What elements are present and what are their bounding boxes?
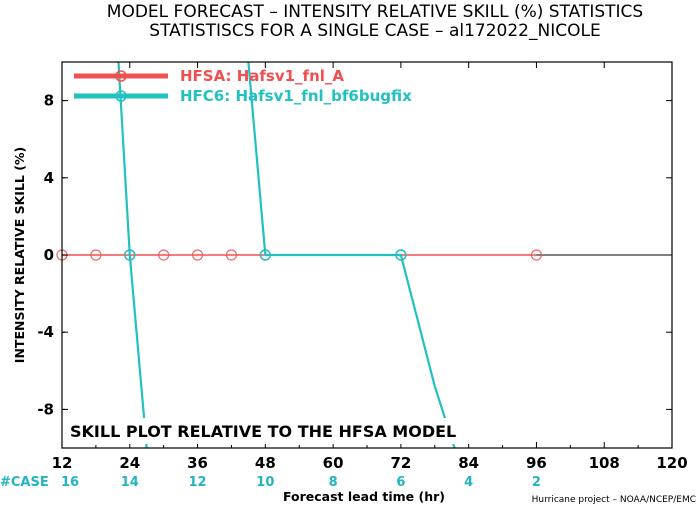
y-tick-label-0: 0 <box>44 246 54 264</box>
x-tick-label-24: 24 <box>119 454 140 472</box>
annotation-background <box>66 418 476 444</box>
marker-hfsa-30 <box>158 249 170 261</box>
x-tick-label-60: 60 <box>323 454 344 472</box>
x-tick-label-84: 84 <box>458 454 479 472</box>
marker-hfsa-36 <box>191 249 204 261</box>
marker-hfc6-24 <box>124 249 136 261</box>
y-tick-label-4: 4 <box>44 169 54 187</box>
series-line-hfc6-segment-1 <box>247 62 267 256</box>
series-line-hfc6-segment-0 <box>117 62 148 448</box>
legend-marker-hfc6 <box>115 90 127 102</box>
marker-hfc6-72 <box>395 249 407 261</box>
x-tick-label-36: 36 <box>187 454 208 472</box>
credit-text: Hurricane project – NOAA/NCEP/EMC <box>532 495 696 505</box>
marker-hfsa-18 <box>90 249 102 261</box>
case-count-48: 10 <box>256 475 274 490</box>
marker-hfc6-48 <box>259 249 272 261</box>
case-count-72: 6 <box>396 475 405 490</box>
x-tick-label-108: 108 <box>589 454 620 472</box>
axes-layer <box>61 61 673 449</box>
y-tick-label--8: -8 <box>37 400 54 418</box>
skill-annotation: SKILL PLOT RELATIVE TO THE HFSA MODEL <box>70 422 456 441</box>
y-tick-label-8: 8 <box>44 92 54 110</box>
case-counts: 16 14 12 10 8 6 4 2 <box>61 475 541 490</box>
marker-layer <box>56 249 543 261</box>
y-tick-label--4: -4 <box>37 323 54 341</box>
x-tick-label-96: 96 <box>526 454 547 472</box>
case-count-36: 12 <box>189 475 207 490</box>
marker-hfsa-42 <box>225 249 238 261</box>
x-tick-label-12: 12 <box>52 454 73 472</box>
case-count-60: 8 <box>329 475 338 490</box>
series-line-hfc6-segment-2 <box>265 253 456 448</box>
case-count-84: 4 <box>464 475 473 490</box>
legend-label-hfsa: HFSA: Hafsv1_fnl_A <box>180 67 344 85</box>
x-tick-label-120: 120 <box>656 454 687 472</box>
x-tick-label-72: 72 <box>390 454 411 472</box>
legend: HFSA: Hafsv1_fnl_A HFC6: Hafsv1_fnl_bf6b… <box>74 67 412 105</box>
chart-subtitle: STATISTISCS FOR A SINGLE CASE – al172022… <box>149 21 600 41</box>
legend-marker-hfsa <box>115 70 127 82</box>
x-axis-label: Forecast lead time (hr) <box>283 489 445 504</box>
x-tick-label-48: 48 <box>255 454 276 472</box>
case-count-24: 14 <box>121 475 139 490</box>
case-count-12: 16 <box>61 475 79 490</box>
case-label: #CASE <box>0 475 49 490</box>
y-axis-label: INTENSITY RELATIVE SKILL (%) <box>12 147 27 363</box>
marker-hfsa-96 <box>530 249 543 261</box>
case-count-96: 2 <box>532 475 541 490</box>
chart-title: MODEL FORECAST – INTENSITY RELATIVE SKIL… <box>107 2 643 22</box>
series-layer <box>62 62 537 448</box>
legend-label-hfc6: HFC6: Hafsv1_fnl_bf6bugfix <box>180 87 412 105</box>
